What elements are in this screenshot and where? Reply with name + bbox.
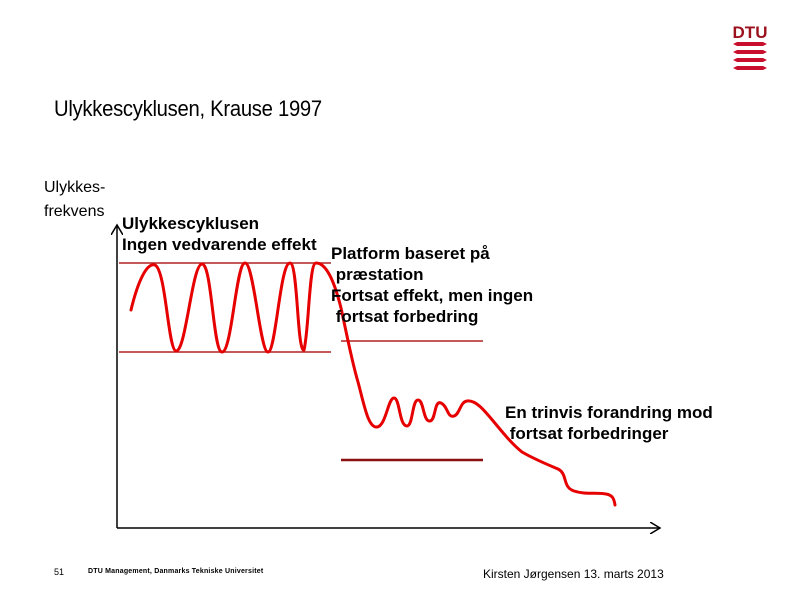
phase2-label-line-3: Fortsat effekt, men ingen — [331, 286, 534, 305]
y-axis-label-line-1: Ulykkes- — [44, 179, 106, 196]
logo-text: DTU — [733, 23, 767, 42]
phase3-label: En trinvis forandring mod fortsat forbed… — [505, 402, 713, 444]
y-axis-label-line-2: frekvens — [44, 203, 105, 220]
phase1-label: Ulykkescyklusen Ingen vedvarende effekt — [122, 213, 317, 255]
phase1-label-line-2: Ingen vedvarende effekt — [122, 235, 317, 254]
dtu-logo: DTU — [733, 23, 767, 70]
footer-author-date: Kirsten Jørgensen 13. marts 2013 — [483, 567, 664, 581]
y-axis-label: Ulykkes- frekvens — [44, 176, 105, 224]
phase2-label-line-1: Platform baseret på — [331, 244, 490, 263]
slide-title: Ulykkescyklusen, Krause 1997 — [54, 96, 322, 121]
phase2-label-line-4: fortsat forbedring — [331, 307, 479, 326]
phase1-label-line-1: Ulykkescyklusen — [122, 214, 260, 233]
phase3-label-line-1: En trinvis forandring mod — [505, 403, 713, 422]
phase3-label-line-2: fortsat forbedringer — [505, 424, 669, 443]
phase2-label: Platform baseret på præstation Fortsat e… — [331, 243, 533, 327]
accident-frequency-curve — [129, 261, 617, 507]
footer-institution: DTU Management, Danmarks Tekniske Univer… — [88, 568, 264, 575]
phase2-label-line-2: præstation — [331, 265, 424, 284]
page-number: 51 — [54, 567, 65, 577]
